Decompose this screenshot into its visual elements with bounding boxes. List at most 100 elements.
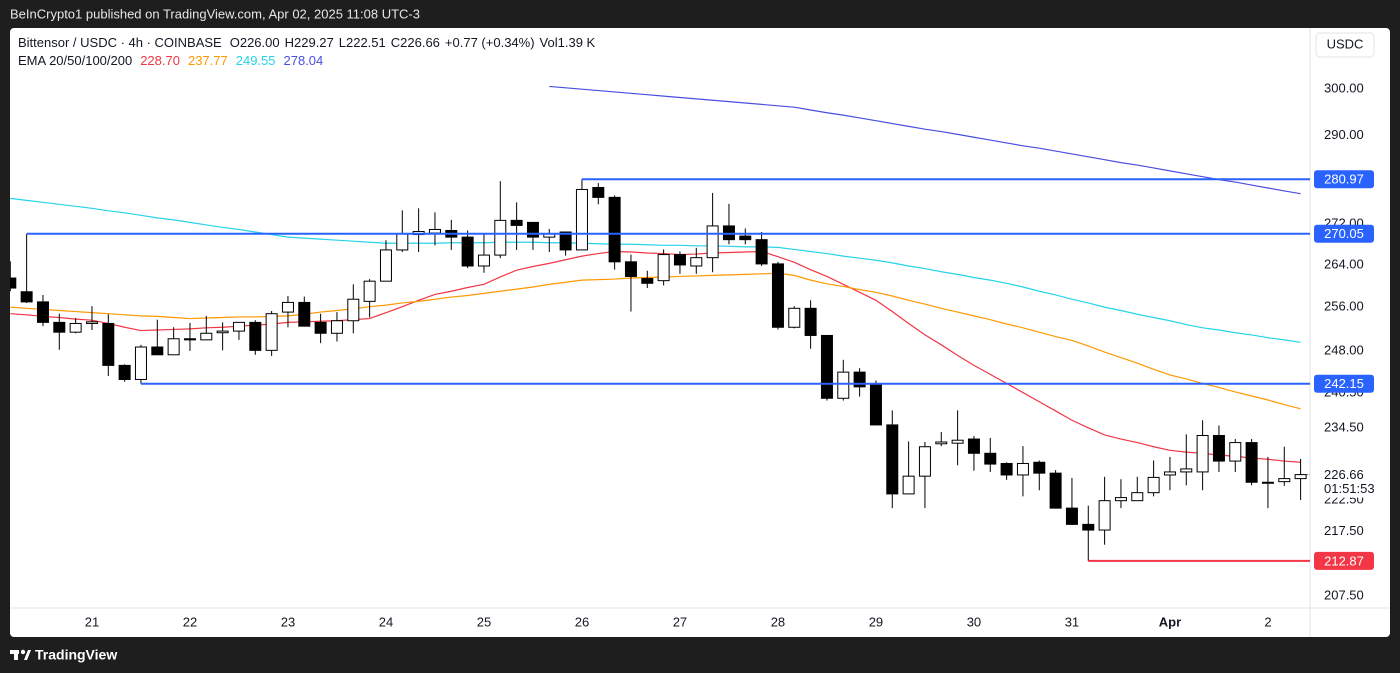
y-tick-label: 290.00 [1324,127,1364,142]
candle-body [804,307,817,336]
candle-body [837,371,850,399]
x-tick-label: 22 [183,614,197,629]
level-label: 242.15 [1324,376,1364,391]
candle-body [788,307,801,328]
y-tick-label: 217.50 [1324,523,1364,538]
ohlc-legend: O226.00 H229.27 L222.51 C226.66 +0.77 (+0.34… [230,35,596,50]
candle-body [249,321,262,351]
candle-body [1098,500,1111,531]
candle-body [183,338,196,341]
candle-body [706,225,719,259]
level-label: 212.87 [1324,553,1364,568]
candle-body [151,346,164,356]
candle-body [20,291,33,303]
ohlc-value: Vol1.39 K [540,35,596,50]
candle-body [575,188,588,251]
indicator-value: 228.70 [140,53,180,68]
candle-body [69,322,82,333]
ohlc-value: L222.51 [339,35,386,50]
candle-body [1114,497,1127,502]
candle-body [216,330,229,334]
y-tick-label: 264.00 [1324,256,1364,271]
candle-body [477,254,490,267]
indicator-values: 228.70 237.77 249.55 278.04 [140,53,323,68]
candle-body [167,338,180,356]
candle-body [641,278,654,284]
symbol-legend: Bittensor / USDC · 4h · COINBASE O226.00 H… [18,35,596,50]
candle-body [951,439,964,444]
candle-body [1180,468,1193,473]
candle-body [935,441,948,445]
candle-body [690,257,703,267]
candle-body [36,301,49,323]
candle-body [1082,523,1095,531]
candle-body [10,277,17,289]
candle-body [771,263,784,328]
candle-body [298,301,311,327]
level-label: 270.05 [1324,226,1364,241]
indicator-value: 278.04 [284,53,324,68]
candle-body [1229,442,1242,462]
candle-body [1196,434,1209,473]
y-tick-label: 234.50 [1324,419,1364,434]
candle-body [1000,462,1013,476]
level-badge [1314,374,1374,393]
level-badge [1314,170,1374,189]
currency-box[interactable] [1315,32,1375,58]
y-tick-label: 248.00 [1324,342,1364,357]
candle-body [886,424,899,495]
candle-body [1163,471,1176,476]
ohlc-value: O226.00 [230,35,280,50]
candle-body [379,249,392,282]
last-price: 226.66 [1324,467,1364,482]
ohlc-value: +0.77 (+0.34%) [445,35,535,50]
candle-body [118,364,131,380]
candle-body [347,298,360,322]
candle-body [232,321,245,332]
candle-body [918,446,931,477]
level-badge [1314,224,1374,243]
plot-area [10,85,1310,562]
x-tick-label: Apr [1159,614,1181,629]
candle-body [869,383,882,426]
candle-body [1033,461,1046,474]
x-tick-label: 2 [1264,614,1271,629]
level-badge [1314,551,1374,570]
y-tick-label: 207.50 [1324,587,1364,602]
indicator-name: EMA 20/50/100/200 [18,53,132,68]
candle-body [53,321,66,333]
x-tick-label: 21 [85,614,99,629]
x-tick-label: 27 [673,614,687,629]
candle-body [755,239,768,265]
currency[interactable]: USDC [1327,36,1364,51]
candle-body [102,322,115,366]
ohlc-value: H229.27 [285,35,334,50]
symbol: Bittensor / USDC · 4h · COINBASE [18,35,222,50]
ema-line [10,197,1301,343]
ohlc-value: C226.66 [391,35,440,50]
indicator-value: 237.77 [188,53,228,68]
published-line: BeInCrypto1 published on TradingView.com… [10,6,420,21]
candle-body [820,334,833,399]
candle-body [510,219,523,226]
candle-body [853,371,866,388]
candle-body [984,452,997,465]
x-tick-label: 28 [771,614,785,629]
candle-body [673,254,686,266]
last-price-badge [1314,465,1378,498]
logo-shape [24,650,31,660]
price-axis: 300.00290.00272.00264.00256.00248.00240.… [1314,81,1378,602]
countdown: 01:51:53 [1324,481,1375,496]
x-tick-label: 23 [281,614,295,629]
candle-body [967,438,980,454]
candle-body [608,196,621,263]
x-tick-label: 31 [1065,614,1079,629]
candle-body [494,219,507,256]
candle-body [428,228,441,234]
indicator-value: 249.55 [236,53,276,68]
x-tick-label: 26 [575,614,589,629]
candle-body [657,254,670,282]
candle-body [1147,476,1160,494]
x-tick-label: 24 [379,614,393,629]
